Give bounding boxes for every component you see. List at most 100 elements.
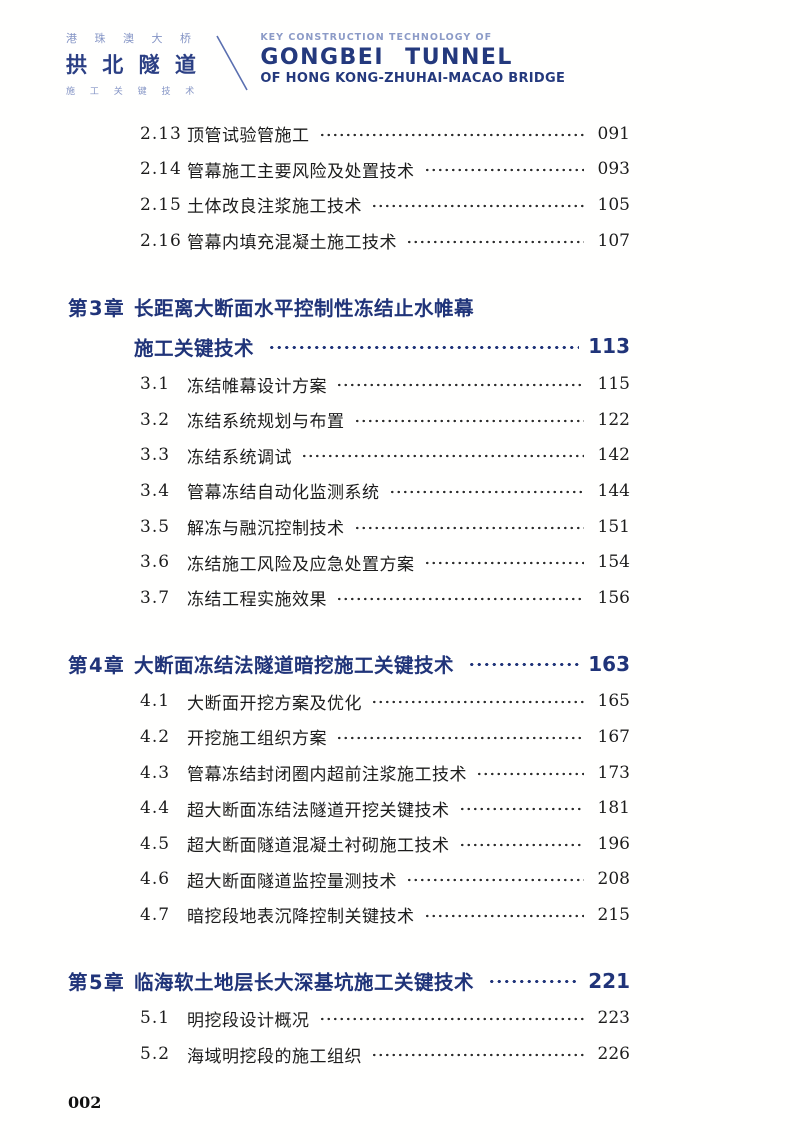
section-title: 冻结帷幕设计方案 [187, 376, 327, 397]
section-page-number: 093 [597, 159, 630, 180]
section-title: 顶管试验管施工 [187, 126, 310, 147]
section-title: 超大断面隧道混凝土衬砌施工技术 [187, 836, 450, 857]
section-title: 冻结系统调试 [187, 447, 292, 468]
section-title: 管幕冻结封闭圈内超前注浆施工技术 [187, 765, 467, 786]
section-page-number: 226 [597, 1044, 630, 1065]
chapter-heading: 第4章 大断面冻结法隧道暗挖施工关键技术 163 [68, 644, 630, 684]
toc-section-row: 4.4 超大断面冻结法隧道开挖关键技术 181 [140, 790, 630, 826]
section-number: 2.16 [140, 230, 182, 251]
section-page-number: 196 [597, 833, 630, 854]
dot-leader [388, 489, 584, 494]
section-number: 3.2 [140, 409, 171, 430]
section-page-number: 173 [597, 762, 630, 783]
section-page-number: 167 [597, 726, 630, 747]
chapter-heading-line: 第4章 大断面冻结法隧道暗挖施工关键技术 163 [68, 644, 630, 684]
section-number: 2.14 [140, 159, 182, 180]
section-number: 3.4 [140, 480, 171, 501]
dot-leader [423, 168, 584, 173]
section-number: 4.1 [140, 691, 171, 712]
dot-leader [371, 1053, 584, 1058]
section-page-number: 156 [597, 587, 630, 608]
toc-section-row: 3.2 冻结系统规划与布置 122 [140, 402, 630, 438]
toc-section-row: 2.13 顶管试验管施工 091 [140, 116, 630, 152]
dot-leader [318, 1017, 584, 1022]
toc-section-row: 3.4 管幕冻结自动化监测系统 144 [140, 473, 630, 509]
toc-section-row: 5.2 海域明挖段的施工组织 226 [140, 1036, 630, 1072]
dot-leader [406, 878, 584, 883]
dot-leader [336, 383, 584, 388]
dot-leader [488, 979, 579, 985]
chapter-label: 第3章 [68, 296, 126, 320]
chapter-sections: 3.1 冻结帷幕设计方案 115 3.2 冻结系统规划与布置 122 3.3 冻… [140, 366, 630, 615]
dot-leader [353, 525, 584, 530]
logo-cn-subtitle: 施 工 关 键 技 术 [66, 87, 201, 97]
section-page-number: 105 [597, 194, 630, 215]
section-page-number: 165 [597, 691, 630, 712]
section-title: 管幕冻结自动化监测系统 [187, 483, 380, 504]
section-page-number: 122 [597, 409, 630, 430]
section-page-number: 115 [597, 374, 630, 395]
toc-section-row: 3.3 冻结系统调试 142 [140, 438, 630, 474]
section-title: 大断面开挖方案及优化 [187, 693, 362, 714]
section-title: 冻结系统规划与布置 [187, 412, 345, 433]
chapter-page-number: 163 [588, 651, 630, 676]
dot-leader [336, 735, 584, 740]
section-title: 冻结施工风险及应急处置方案 [187, 554, 415, 575]
section-number: 3.3 [140, 445, 171, 466]
chapter-title-line2: 施工关键技术 [134, 336, 255, 360]
section-title: 解冻与融沉控制技术 [187, 519, 345, 540]
dot-leader [458, 842, 584, 847]
toc-section-row: 2.14 管幕施工主要风险及处置技术 093 [140, 152, 630, 188]
toc-section-row: 3.6 冻结施工风险及应急处置方案 154 [140, 544, 630, 580]
section-number: 5.2 [140, 1044, 171, 1065]
logo-chinese-block: 港 珠 澳 大 桥 拱 北 隧 道 施 工 关 键 技 术 [66, 30, 200, 97]
section-page-number: 223 [597, 1008, 630, 1029]
section-number: 4.5 [140, 833, 171, 854]
toc-section-row: 2.16 管幕内填充混凝土施工技术 107 [140, 223, 630, 259]
section-title: 超大断面隧道监控量测技术 [187, 871, 397, 892]
section-number: 3.6 [140, 552, 171, 573]
section-title: 暗挖段地表沉降控制关键技术 [187, 907, 415, 928]
toc-section-row: 4.1 大断面开挖方案及优化 165 [140, 684, 630, 720]
dot-leader [458, 807, 584, 812]
dot-leader [476, 771, 584, 776]
chapter-sections: 5.1 明挖段设计概况 223 5.2 海域明挖段的施工组织 226 [140, 1001, 630, 1072]
section-number: 2.15 [140, 194, 182, 215]
section-title: 超大断面冻结法隧道开挖关键技术 [187, 800, 450, 821]
section-title: 开挖施工组织方案 [187, 729, 327, 750]
section-page-number: 142 [597, 445, 630, 466]
section-title: 海域明挖段的施工组织 [187, 1046, 362, 1067]
logo-en-title: GONGBEI TUNNEL [260, 45, 513, 70]
toc-section-row: 4.3 管幕冻结封闭圈内超前注浆施工技术 173 [140, 755, 630, 791]
chapter-heading: 第3章 长距离大断面水平控制性冻结止水帷幕 施工关键技术 113 [68, 286, 630, 366]
section-page-number: 154 [597, 552, 630, 573]
section-number: 4.6 [140, 869, 171, 890]
section-number: 4.7 [140, 904, 171, 925]
dot-leader [268, 344, 579, 350]
chapter-heading-line: 第5章 临海软土地层长大深基坑施工关键技术 221 [68, 961, 630, 1001]
section-number: 4.3 [140, 762, 171, 783]
chapter-label: 第4章 [68, 654, 126, 678]
chapter-title: 临海软土地层长大深基坑施工关键技术 [134, 971, 475, 995]
dot-leader [301, 454, 584, 459]
logo-en-subtitle: OF HONG KONG-ZHUHAI-MACAO BRIDGE [260, 71, 566, 86]
toc-chapter-group: 第5章 临海软土地层长大深基坑施工关键技术 221 5.1 明挖段设计概况 223 … [68, 961, 630, 1072]
section-page-number: 091 [597, 123, 630, 144]
toc-section-row: 4.2 开挖施工组织方案 167 [140, 719, 630, 755]
dot-leader [406, 239, 584, 244]
section-title: 冻结工程实施效果 [187, 590, 327, 611]
dot-leader [423, 913, 584, 918]
header-logo: 港 珠 澳 大 桥 拱 北 隧 道 施 工 关 键 技 术 KEY CONSTR… [66, 30, 565, 97]
dot-leader [468, 662, 579, 668]
chapter-heading: 第5章 临海软土地层长大深基坑施工关键技术 221 [68, 961, 630, 1001]
toc-section-row: 4.6 超大断面隧道监控量测技术 208 [140, 862, 630, 898]
toc-chapter-group: 第3章 长距离大断面水平控制性冻结止水帷幕 施工关键技术 113 3.1 冻结帷幕设计… [68, 286, 630, 615]
logo-slash-icon [216, 35, 249, 91]
toc-section-row: 4.5 超大断面隧道混凝土衬砌施工技术 196 [140, 826, 630, 862]
logo-en-kicker: KEY CONSTRUCTION TECHNOLOGY OF [260, 32, 493, 43]
chapter-heading-line: 第3章 长距离大断面水平控制性冻结止水帷幕 [68, 286, 630, 326]
toc-section-row: 2.15 土体改良注浆施工技术 105 [140, 187, 630, 223]
section-page-number: 181 [597, 798, 630, 819]
toc-section-row: 3.5 解冻与融沉控制技术 151 [140, 509, 630, 545]
